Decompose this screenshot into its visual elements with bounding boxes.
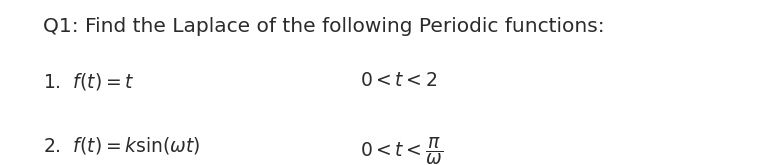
Text: 1.  $f(t) = t$: 1. $f(t) = t$	[43, 71, 135, 92]
Text: Q1: Find the Laplace of the following Periodic functions:: Q1: Find the Laplace of the following Pe…	[43, 16, 604, 35]
Text: 2.  $f(t) = k\sin(\omega t)$: 2. $f(t) = k\sin(\omega t)$	[43, 135, 200, 156]
Text: $0 < t < \dfrac{\pi}{\omega}$: $0 < t < \dfrac{\pi}{\omega}$	[360, 135, 443, 165]
Text: $0 < t < 2$: $0 < t < 2$	[360, 71, 438, 90]
